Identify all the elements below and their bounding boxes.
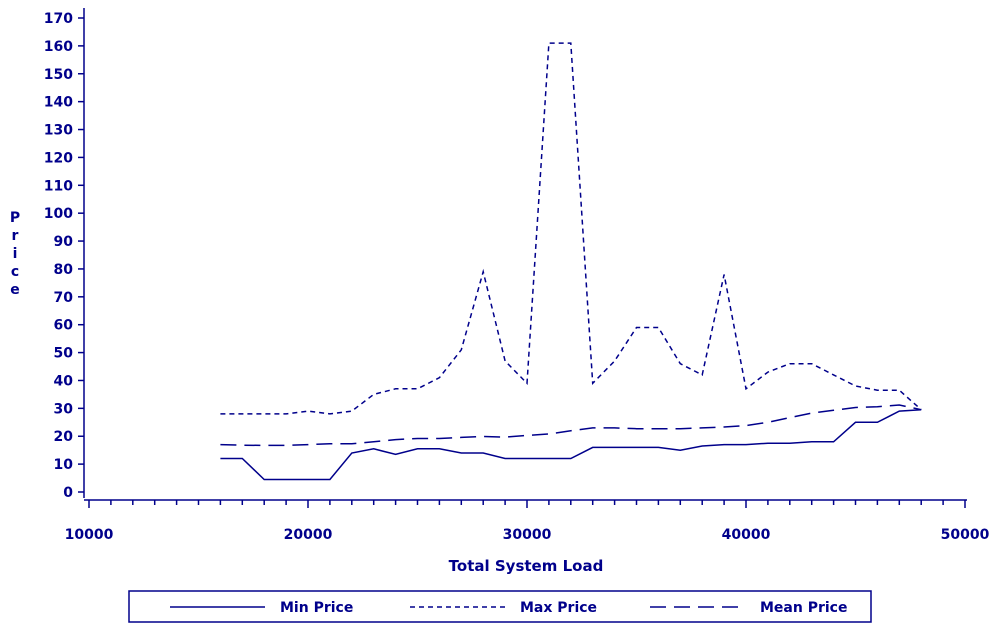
x-tick-label: 30000	[503, 527, 552, 543]
series-line-min-price	[220, 408, 922, 481]
x-tick-label: 20000	[284, 527, 333, 543]
y-tick-label: 140	[44, 95, 73, 111]
y-tick-label: 90	[54, 234, 74, 250]
y-tick-label: 10	[54, 457, 74, 473]
y-tick-label: 20	[54, 429, 74, 445]
x-tick-label: 10000	[65, 527, 114, 543]
legend: Min Price Max Price Mean Price	[128, 590, 872, 623]
y-tick-label: 60	[54, 318, 74, 334]
series-lines	[220, 42, 922, 481]
legend-label: Max Price	[520, 600, 597, 616]
y-tick-label: 150	[44, 67, 73, 83]
series-line-mean-price	[220, 404, 922, 447]
x-tick-label: 50000	[941, 527, 990, 543]
y-tick-label: 110	[44, 178, 73, 194]
y-tick-label: 70	[54, 290, 74, 306]
y-tick-label: 120	[44, 150, 73, 166]
legend-box	[128, 590, 872, 623]
series-line-max-price	[220, 42, 922, 415]
y-tick-label: 0	[63, 485, 73, 501]
y-tick-label: 170	[44, 11, 73, 27]
y-tick-label: 160	[44, 39, 73, 55]
y-tick-label: 80	[54, 262, 74, 278]
y-tick-label: 30	[54, 401, 74, 417]
axes: 0 10 20 30 40 50 60 70 80 90 100 110 120 130 140 150 160…	[44, 8, 990, 543]
y-tick-label: 100	[44, 206, 73, 222]
y-tick-label: 50	[54, 346, 74, 362]
legend-label: Min Price	[280, 600, 353, 616]
legend-label: Mean Price	[760, 600, 847, 616]
x-tick-label: 40000	[722, 527, 771, 543]
y-tick-label: 40	[54, 373, 74, 389]
y-tick-label: 130	[44, 123, 73, 139]
x-axis-title: Total System Load	[449, 557, 604, 575]
